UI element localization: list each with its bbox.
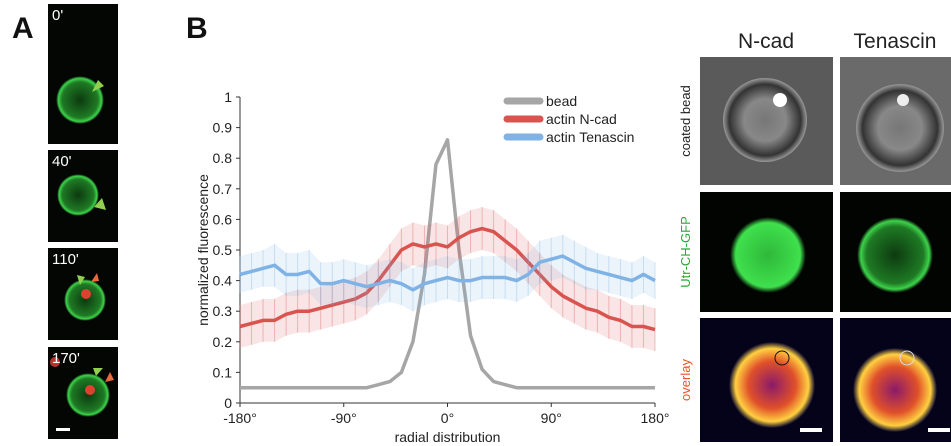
x-axis-label: radial distribution — [395, 429, 501, 445]
y-tick-label: 0.8 — [213, 150, 233, 166]
column-header: N-cad — [738, 30, 794, 53]
column-header: Tenascin — [854, 30, 937, 53]
x-tick-label: -180° — [223, 410, 257, 426]
cell — [56, 76, 104, 124]
bead — [773, 93, 787, 107]
bead — [50, 357, 60, 367]
cell — [57, 174, 99, 216]
cell — [857, 217, 933, 293]
bead — [81, 289, 91, 299]
cell — [66, 373, 110, 417]
cell — [723, 78, 807, 162]
x-tick-label: 180° — [641, 410, 670, 426]
time-label: 110' — [52, 251, 79, 268]
series-line — [239, 226, 656, 332]
panel-label: B — [186, 12, 208, 45]
y-tick-label: 0.4 — [213, 273, 233, 289]
cell — [853, 348, 937, 432]
x-tick-label: -90° — [331, 410, 357, 426]
error-band — [240, 234, 655, 312]
bead-outline — [899, 350, 915, 366]
error-band — [240, 207, 655, 351]
arrowhead — [92, 80, 104, 92]
bead — [85, 385, 95, 395]
bead — [897, 94, 909, 106]
x-tick-label: 90° — [541, 410, 562, 426]
legend-label: actin N-cad — [546, 111, 617, 127]
y-tick-label: 0.2 — [213, 334, 233, 350]
y-tick-label: 0 — [224, 395, 232, 411]
scale-bar — [928, 428, 950, 432]
y-tick-label: 1 — [224, 89, 232, 105]
row-label: overlay — [678, 359, 693, 401]
row-label: coated bead — [678, 85, 693, 157]
row-label: Utr-CH-GFP — [678, 216, 693, 288]
y-tick-label: 0.9 — [213, 120, 233, 136]
panel-label: A — [12, 12, 34, 45]
arrowhead — [77, 275, 85, 285]
arrowhead — [93, 368, 103, 376]
cell — [730, 217, 806, 293]
y-tick-label: 0.6 — [213, 211, 233, 227]
cell — [64, 279, 106, 321]
arrowhead — [91, 273, 99, 282]
time-label: 170' — [52, 350, 80, 367]
scale-bar — [800, 428, 822, 432]
cell — [856, 84, 944, 172]
y-tick-label: 0.1 — [213, 364, 233, 380]
time-label: 0' — [52, 7, 63, 24]
legend-label: bead — [546, 93, 577, 109]
time-label: 40' — [52, 153, 72, 170]
scale-bar — [56, 428, 70, 431]
micrographs — [48, 4, 951, 442]
y-tick-label: 0.7 — [213, 181, 233, 197]
arrowhead — [105, 372, 114, 382]
bead-outline — [774, 350, 790, 366]
series-line — [240, 138, 655, 390]
series-line — [239, 254, 656, 292]
y-tick-label: 0.5 — [213, 242, 233, 258]
y-tick-label: 0.3 — [213, 303, 233, 319]
legend-label: actin Tenascin — [546, 129, 634, 145]
arrowhead — [94, 198, 106, 210]
y-axis-label: normalized fluorescence — [195, 174, 211, 326]
x-tick-label: 0° — [441, 410, 454, 426]
cell — [729, 342, 815, 428]
